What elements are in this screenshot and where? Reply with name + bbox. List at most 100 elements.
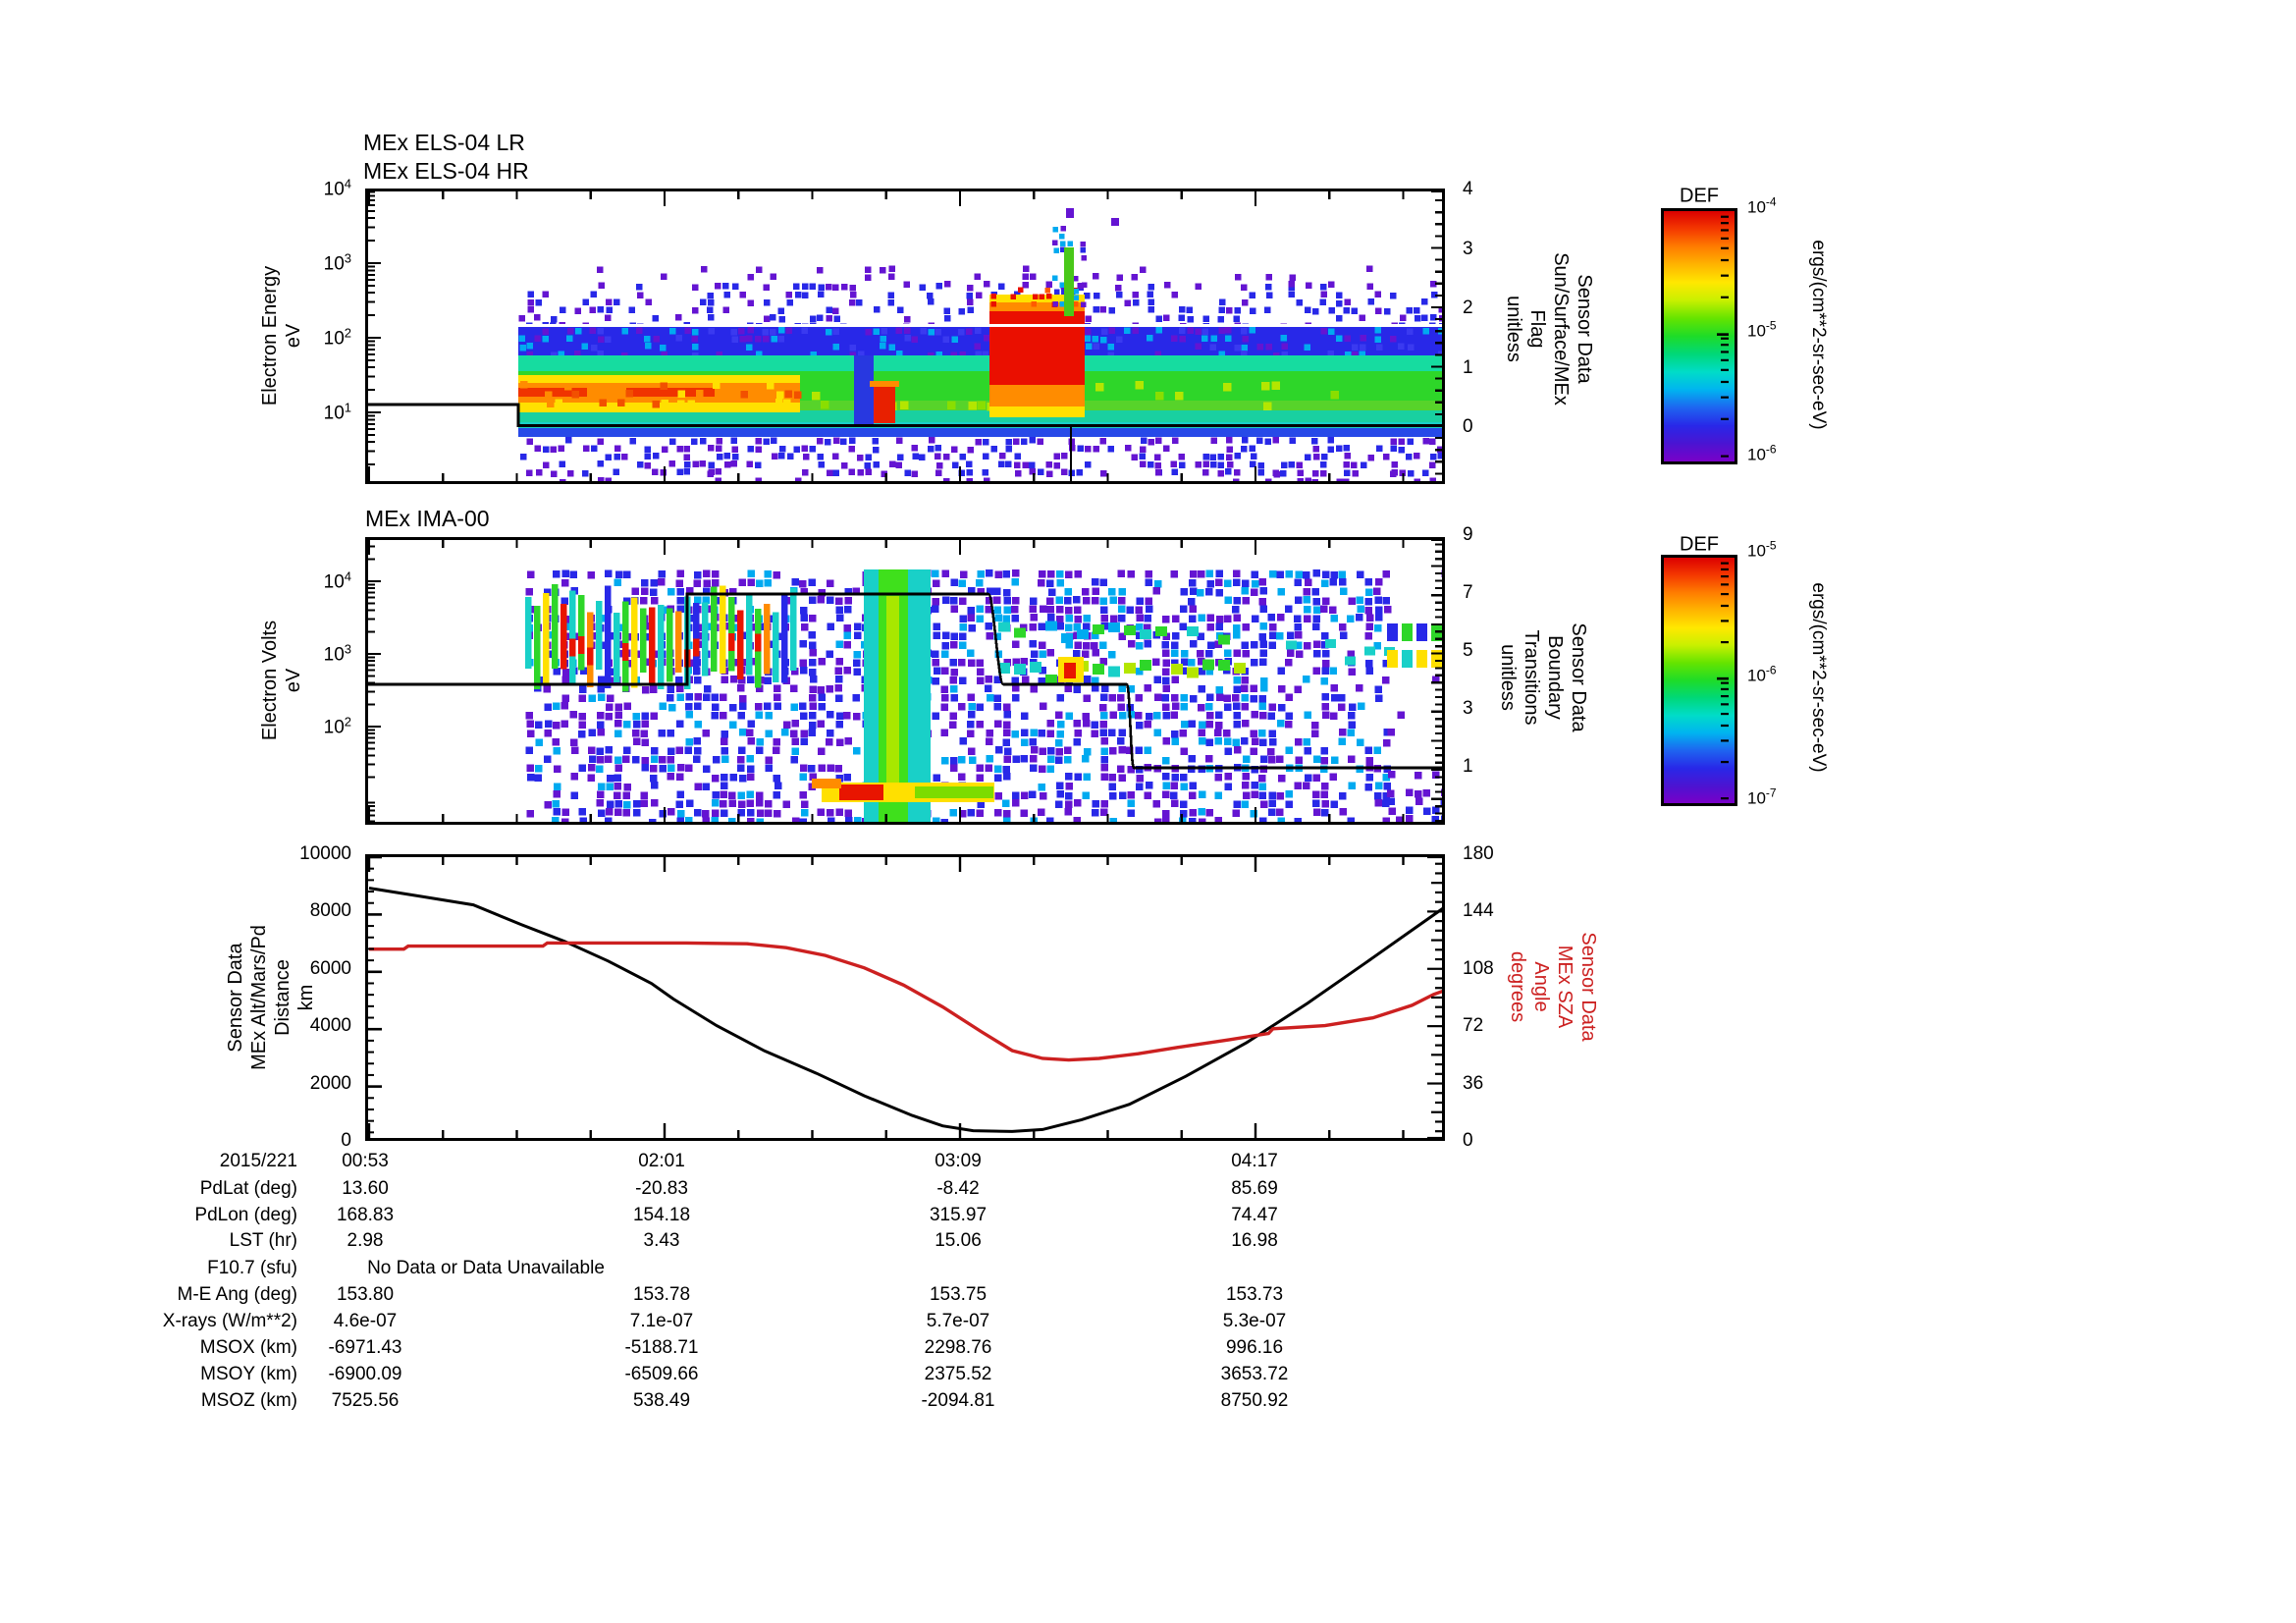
els-title-line2: MEx ELS-04 HR (363, 158, 529, 184)
ima-y-axis-label: Electron Volts eV (259, 620, 304, 741)
distance-tick-label: 8000 (309, 900, 351, 921)
els-y-tick-label: 102 (323, 325, 351, 350)
table-cell: 3.43 (643, 1230, 680, 1251)
colorbar1-tick-top: 10-4 (1747, 194, 1777, 217)
ima-boundary-tick-label: 9 (1463, 524, 1473, 545)
table-cell: 5.3e-07 (1222, 1311, 1287, 1331)
table-no-data-note: No Data or Data Unavailable (367, 1258, 605, 1278)
table-cell: 153.73 (1225, 1284, 1284, 1305)
els-y-axis-label: Electron Energy eV (259, 265, 304, 406)
table-cell: 2298.76 (924, 1337, 992, 1358)
table-cell: 153.80 (336, 1284, 395, 1305)
table-row-label: MSOY (km) (200, 1364, 297, 1384)
table-row-label: LST (hr) (229, 1230, 297, 1251)
table-row-label: PdLon (deg) (194, 1205, 297, 1225)
table-cell: 153.78 (632, 1284, 691, 1305)
els-right-axis-label: Sensor Data Sun/Surface/MEx Flag unitles… (1503, 252, 1595, 406)
distance-tick-label: 6000 (309, 958, 351, 979)
sza-tick-label: 72 (1463, 1015, 1484, 1036)
table-cell: 4.6e-07 (333, 1311, 398, 1331)
colorbar2 (1661, 555, 1737, 806)
table-cell: 538.49 (632, 1390, 691, 1411)
table-cell: 5.7e-07 (926, 1311, 990, 1331)
els-y-tick-label: 103 (323, 250, 351, 275)
colorbar2-tick-bottom: 10-7 (1747, 785, 1777, 808)
distance-sza-chart (365, 854, 1445, 1141)
colorbar1-title: DEF (1680, 185, 1719, 207)
sza-tick-label: 108 (1463, 958, 1494, 979)
ima-y-tick-label: 104 (323, 568, 351, 593)
els-y-tick-label: 104 (323, 176, 351, 200)
colorbar1-unit-label: ergs/(cm**2-sr-sec-eV) (1808, 240, 1829, 430)
ima-title: MEx IMA-00 (365, 506, 490, 531)
table-cell: 85.69 (1231, 1178, 1278, 1199)
table-cell: 13.60 (342, 1178, 389, 1199)
ima-boundary-tick-label: 5 (1463, 640, 1473, 661)
ima-right-axis-label: Sensor Data Boundary Transitions unitles… (1497, 622, 1589, 732)
ima-spectrogram-panel (365, 537, 1445, 825)
table-row-label: 2015/221 (219, 1151, 297, 1171)
table-cell: -2094.81 (921, 1390, 995, 1411)
colorbar1 (1661, 208, 1737, 464)
table-cell: 8750.92 (1220, 1390, 1289, 1411)
colorbar2-tick-mid: 10-6 (1747, 663, 1777, 685)
table-cell: -20.83 (635, 1178, 688, 1199)
table-cell: 04:17 (1231, 1151, 1278, 1171)
table-cell: 7.1e-07 (629, 1311, 694, 1331)
sza-tick-label: 36 (1463, 1073, 1484, 1094)
els-title-line1: MEx ELS-04 LR (363, 130, 525, 155)
ima-y-tick-label: 103 (323, 641, 351, 666)
table-cell: 3653.72 (1220, 1364, 1289, 1384)
table-cell: 02:01 (638, 1151, 685, 1171)
els-y-tick-label: 101 (323, 400, 351, 424)
table-row-label: MSOZ (km) (200, 1390, 297, 1411)
table-row-label: M-E Ang (deg) (177, 1284, 298, 1305)
table-cell: -5188.71 (624, 1337, 699, 1358)
table-cell: 2.98 (347, 1230, 384, 1251)
colorbar1-tick-bottom: 10-6 (1747, 442, 1777, 464)
table-cell: -6900.09 (328, 1364, 402, 1384)
table-cell: 153.75 (929, 1284, 988, 1305)
distance-tick-label: 2000 (309, 1073, 351, 1094)
els-spectrogram-panel (365, 189, 1445, 484)
sza-tick-label: 144 (1463, 900, 1494, 921)
table-cell: 16.98 (1231, 1230, 1278, 1251)
ima-boundary-tick-label: 1 (1463, 756, 1473, 777)
table-cell: 2375.52 (924, 1364, 992, 1384)
table-cell: -6971.43 (328, 1337, 402, 1358)
colorbar2-unit-label: ergs/(cm**2-sr-sec-eV) (1808, 582, 1829, 773)
table-cell: 996.16 (1225, 1337, 1284, 1358)
table-cell: -6509.66 (624, 1364, 699, 1384)
colorbar2-title: DEF (1680, 533, 1719, 556)
table-cell: 74.47 (1231, 1205, 1278, 1225)
els-flag-tick-label: 2 (1463, 298, 1473, 318)
els-flag-tick-label: 1 (1463, 357, 1473, 378)
colorbar1-tick-mid: 10-5 (1747, 318, 1777, 341)
els-spectrogram (365, 189, 1445, 484)
table-cell: 7525.56 (331, 1390, 400, 1411)
table-row-label: F10.7 (sfu) (207, 1258, 297, 1278)
sza-tick-label: 180 (1463, 843, 1494, 864)
table-cell: 03:09 (934, 1151, 982, 1171)
table-cell: 168.83 (336, 1205, 395, 1225)
table-cell: 154.18 (632, 1205, 691, 1225)
ima-spectrogram (365, 537, 1445, 825)
distance-tick-label: 10000 (299, 843, 351, 864)
table-row-label: PdLat (deg) (199, 1178, 297, 1199)
ima-y-tick-label: 102 (323, 714, 351, 738)
distance-tick-label: 4000 (309, 1015, 351, 1036)
table-cell: 00:53 (342, 1151, 389, 1171)
sza-right-axis-label: Sensor Data MEx SZA Angle degrees (1507, 932, 1599, 1042)
distance-tick-label: 0 (341, 1130, 351, 1151)
els-flag-tick-label: 0 (1463, 416, 1473, 437)
table-cell: -8.42 (936, 1178, 980, 1199)
table-row-label: MSOX (km) (199, 1337, 297, 1358)
line-y-axis-label: Sensor Data MEx Alt/Mars/Pd Distance km (225, 925, 317, 1070)
els-flag-tick-label: 3 (1463, 239, 1473, 259)
distance-sza-line-panel (365, 854, 1445, 1141)
colorbar2-tick-top: 10-5 (1747, 538, 1777, 561)
table-row-label: X-rays (W/m**2) (162, 1311, 297, 1331)
table-cell: 15.06 (934, 1230, 982, 1251)
els-flag-tick-label: 4 (1463, 179, 1473, 199)
